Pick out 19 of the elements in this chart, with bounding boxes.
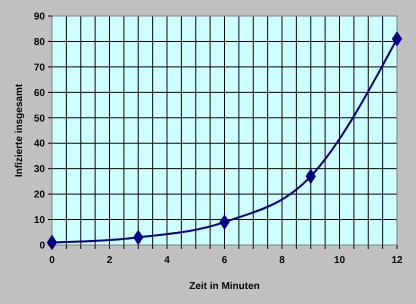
y-tick-label: 40 <box>34 138 46 150</box>
y-tick-label: 10 <box>34 215 46 226</box>
x-tick-label: 8 <box>279 255 286 266</box>
x-tick-label: 0 <box>49 255 56 266</box>
x-tick-label: 4 <box>164 255 170 266</box>
y-tick-label: 0 <box>39 240 46 252</box>
y-axis-title: Infizierte insgesamt <box>14 83 25 178</box>
y-tick-label: 90 <box>34 12 46 22</box>
y-tick-label: 50 <box>34 113 46 124</box>
y-tick-label: 20 <box>34 190 46 201</box>
y-tick-label: 80 <box>34 36 46 48</box>
x-tick-label: 12 <box>391 255 403 266</box>
y-tick-label: 30 <box>34 164 46 176</box>
x-tick-label: 2 <box>106 255 113 266</box>
x-axis-title: Zeit in Minuten <box>189 281 260 292</box>
x-tick-label: 6 <box>222 255 228 266</box>
x-tick-label: 10 <box>334 255 346 266</box>
y-tick-label: 60 <box>34 88 46 99</box>
y-tick-label: 70 <box>34 62 46 74</box>
